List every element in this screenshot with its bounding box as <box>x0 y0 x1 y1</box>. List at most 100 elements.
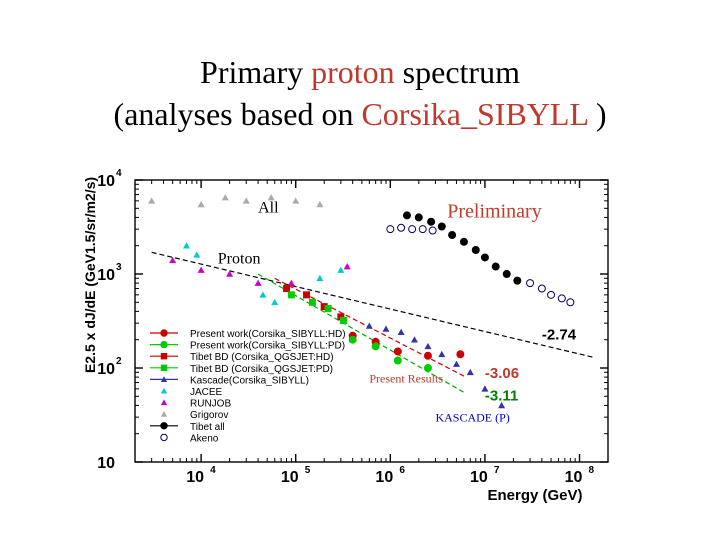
data-point <box>481 385 489 392</box>
y-tick-label: 10 <box>97 173 115 190</box>
slide-title-line1: Primary proton spectrum <box>0 52 720 92</box>
y-axis-label: E2.5 x dJ/dE (GeV1.5/sr/m2/s) <box>82 177 98 373</box>
legend-marker <box>160 411 168 417</box>
data-point <box>303 291 311 299</box>
data-point <box>438 350 446 358</box>
data-point <box>491 262 500 271</box>
data-point <box>459 237 468 246</box>
legend-label: Akeno <box>190 433 219 444</box>
data-point <box>424 342 432 350</box>
y-tick-label: 10 <box>97 361 115 378</box>
data-point <box>320 303 328 311</box>
data-point <box>292 197 300 204</box>
data-point <box>221 194 229 201</box>
chart-annotation: Present Results <box>369 372 443 386</box>
legend-marker <box>160 387 168 394</box>
legend-label: Tibet all <box>190 422 225 433</box>
data-point <box>466 368 474 376</box>
data-point <box>382 325 390 332</box>
data-point <box>397 223 406 232</box>
plot-frame <box>134 179 609 463</box>
data-point <box>337 313 345 321</box>
legend-label: Present work(Corsika_SIBYLL:PD) <box>190 341 345 352</box>
data-point <box>343 263 351 270</box>
data-point <box>566 298 575 307</box>
data-point <box>348 335 357 344</box>
chart-annotation: All <box>258 200 279 217</box>
chart-annotation: KASCADE (P) <box>435 410 509 424</box>
data-point <box>537 284 546 293</box>
slide-title-line2: (analyses based on Corsika_SIBYLL ) <box>0 94 720 134</box>
data-point <box>502 270 511 278</box>
data-point <box>418 225 427 234</box>
data-point <box>414 213 423 222</box>
data-point <box>456 350 465 359</box>
data-point <box>371 342 380 351</box>
chart-annotation: -2.74 <box>542 327 577 344</box>
x-tick-exponent: 4 <box>210 465 216 476</box>
data-point <box>428 226 437 235</box>
x-tick-label: 10 <box>470 469 488 486</box>
legend-marker <box>160 422 168 430</box>
data-point <box>242 197 250 204</box>
data-point <box>287 291 295 299</box>
y-tick-exponent: 2 <box>116 356 122 367</box>
x-tick-exponent: 8 <box>589 465 595 476</box>
data-point <box>410 336 418 343</box>
data-point <box>197 200 205 208</box>
legend-label: Present work(Corsika_SIBYLL:HD) <box>190 329 346 340</box>
data-point <box>324 304 332 312</box>
data-point <box>337 266 345 273</box>
y-tick-label: 10 <box>97 267 115 284</box>
x-tick-label: 10 <box>565 469 583 486</box>
data-point <box>316 200 324 208</box>
title-line2-accent: Corsika_SIBYLL <box>361 96 588 132</box>
legend-marker <box>160 433 168 442</box>
data-point <box>393 347 402 356</box>
data-point <box>402 211 411 220</box>
legend-marker <box>160 364 168 371</box>
data-point <box>259 291 267 298</box>
data-point <box>480 253 489 262</box>
data-point <box>271 298 279 306</box>
legend-label: RUNJOB <box>190 399 231 410</box>
legend-label: Tibet BD (Corsika_QGSJET:HD) <box>190 352 334 363</box>
chart-annotation: -3.06 <box>485 365 519 382</box>
x-tick-exponent: 7 <box>494 465 500 476</box>
legend-label: Grigorov <box>190 410 228 421</box>
legend-label: JACEE <box>190 387 223 398</box>
title-line1-accent: proton <box>311 54 395 90</box>
data-point <box>423 351 432 360</box>
data-point <box>448 230 457 239</box>
data-point <box>408 225 417 234</box>
data-point <box>283 285 291 293</box>
data-point <box>437 222 446 231</box>
x-tick-label: 10 <box>375 469 393 486</box>
legend-label: Kascade(Corsika_SIBYLL) <box>190 375 309 386</box>
data-point <box>182 242 190 249</box>
data-point <box>557 294 566 303</box>
legend-marker <box>160 353 168 360</box>
legend-label: Tibet BD (Corsika_QGSJET:PD) <box>190 364 333 375</box>
data-point <box>471 246 480 255</box>
data-point <box>148 197 156 204</box>
legend-marker <box>160 376 168 382</box>
data-point <box>226 270 234 277</box>
y-tick-exponent: 3 <box>116 262 122 273</box>
data-point <box>308 298 316 306</box>
legend-marker <box>160 329 168 337</box>
data-point <box>498 401 506 409</box>
x-tick-label: 10 <box>281 469 299 486</box>
data-point <box>287 279 295 286</box>
title-line2-suffix: ) <box>587 96 607 132</box>
x-tick-label: 10 <box>186 469 204 486</box>
x-tick-exponent: 6 <box>399 465 405 476</box>
chart-annotation: Proton <box>218 250 261 267</box>
data-point <box>397 328 405 336</box>
title-line2-prefix: (analyses based on <box>113 96 362 132</box>
chart-annotation: Preliminary <box>447 200 541 222</box>
data-point <box>423 364 432 372</box>
data-point <box>547 290 556 299</box>
data-point <box>365 322 373 329</box>
